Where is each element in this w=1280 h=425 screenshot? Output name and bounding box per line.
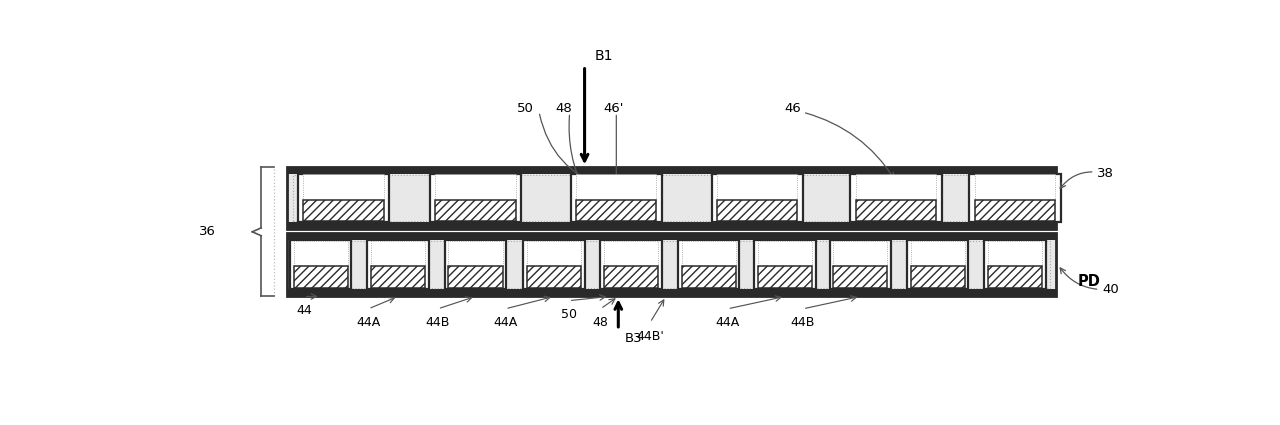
Bar [833, 241, 887, 266]
Bar [527, 241, 581, 266]
Bar [576, 200, 657, 221]
Bar [681, 266, 736, 288]
Bar [287, 289, 1056, 297]
Bar [303, 174, 384, 200]
Bar [303, 200, 384, 221]
Text: 44A: 44A [493, 316, 517, 329]
Bar [910, 266, 965, 288]
Text: 48: 48 [593, 316, 608, 329]
Text: 38: 38 [1060, 167, 1115, 188]
Bar [975, 174, 1055, 200]
Bar [291, 240, 352, 289]
Text: PD: PD [1078, 274, 1101, 289]
Bar [754, 240, 815, 289]
Bar [298, 174, 389, 222]
Bar [829, 240, 891, 289]
Bar [527, 266, 581, 288]
Bar [287, 232, 1056, 240]
Bar [984, 240, 1046, 289]
Text: B3: B3 [625, 332, 641, 346]
Bar [430, 174, 521, 222]
Bar [287, 232, 1056, 297]
Bar [604, 241, 658, 266]
Bar [571, 174, 662, 222]
Text: 44B': 44B' [636, 330, 664, 343]
Bar [435, 200, 516, 221]
Text: 46: 46 [785, 102, 801, 115]
Bar [758, 241, 812, 266]
Text: 44A: 44A [356, 316, 380, 329]
Bar [856, 200, 936, 221]
Bar [758, 266, 812, 288]
Bar [712, 174, 803, 222]
Bar [833, 266, 887, 288]
Bar [287, 167, 1056, 174]
Bar [435, 174, 516, 200]
Text: 36: 36 [200, 225, 216, 238]
Bar [444, 240, 506, 289]
Bar [910, 241, 965, 266]
Text: 50: 50 [517, 102, 534, 115]
Bar [371, 266, 425, 288]
Bar [600, 240, 662, 289]
Bar [988, 266, 1042, 288]
Bar [975, 200, 1055, 221]
Bar [850, 174, 942, 222]
Bar [969, 174, 1061, 222]
Text: 48: 48 [556, 102, 572, 115]
Bar [371, 241, 425, 266]
Bar [856, 174, 936, 200]
Bar [448, 266, 503, 288]
Bar [524, 240, 585, 289]
Bar [448, 241, 503, 266]
Bar [367, 240, 429, 289]
Bar [293, 266, 348, 288]
Text: 44A: 44A [716, 316, 740, 329]
Bar [717, 200, 797, 221]
Bar [681, 241, 736, 266]
Bar [293, 241, 1050, 288]
Text: 44: 44 [296, 303, 312, 317]
Bar [287, 222, 1056, 230]
Text: B1: B1 [594, 49, 613, 63]
Bar [678, 240, 740, 289]
Text: 44B: 44B [425, 316, 451, 329]
Text: 50: 50 [561, 308, 577, 321]
Bar [908, 240, 969, 289]
Text: 44B: 44B [791, 316, 815, 329]
Text: 46': 46' [603, 102, 623, 115]
Bar [604, 266, 658, 288]
Text: 40: 40 [1060, 268, 1119, 295]
Bar [988, 241, 1042, 266]
Bar [293, 241, 348, 266]
Bar [293, 176, 1050, 221]
Bar [717, 174, 797, 200]
Bar [287, 167, 1056, 230]
Bar [576, 174, 657, 200]
